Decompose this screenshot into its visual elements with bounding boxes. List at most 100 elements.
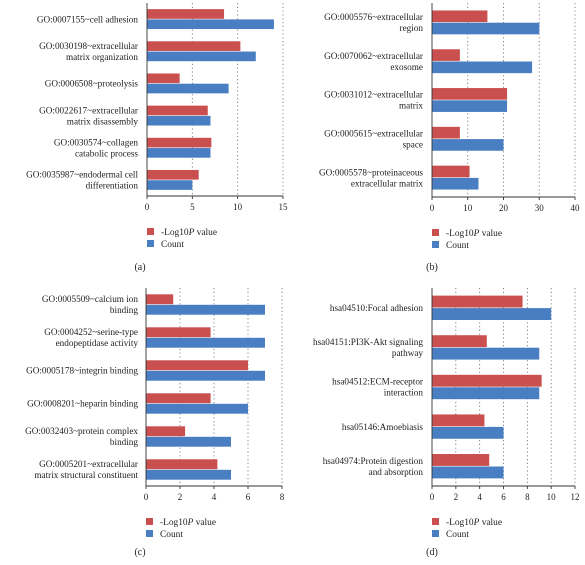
legend-label: Count [161, 240, 184, 250]
category-label: matrix organization [66, 52, 138, 62]
category-label: GO:0070062~extracellular [324, 51, 423, 61]
bar-count [432, 139, 504, 151]
category-label: hsa04151:PI3K-Akt signaling [313, 337, 423, 347]
bar-pvalue [146, 360, 248, 371]
panel-d: hsa04510:Focal adhesion hsa04151:PI3K-Akt… [313, 288, 580, 558]
bar-pvalue [432, 165, 470, 178]
category-label: matrix structural constituent [34, 470, 138, 480]
category-label: endopeptidase activity [56, 338, 139, 348]
x-tick-label: 2 [178, 492, 183, 502]
x-tick-label: 30 [535, 203, 545, 213]
legend-swatch [147, 228, 154, 235]
legend-label: Count [446, 241, 469, 251]
category-label: GO:0030198~extracellular [39, 41, 138, 51]
category-label: matrix [399, 101, 423, 111]
legend-label: Count [160, 530, 183, 540]
bar-count [432, 177, 479, 190]
category-label: extracellular matrix [351, 178, 424, 188]
category-label: GO:0030574~collagen [54, 137, 138, 147]
bar-pvalue [147, 105, 208, 116]
panel-a: GO:0007155~cell adhesion GO:0030198~extra… [26, 3, 288, 273]
x-tick-label: 20 [499, 203, 509, 213]
category-label: catabolic process [75, 148, 138, 158]
bar-count [432, 308, 552, 320]
category-label: hsa04974:Protein digestion [323, 456, 424, 466]
bar-pvalue [432, 295, 523, 308]
category-label: interaction [384, 388, 424, 398]
x-tick-label: 12 [571, 492, 580, 502]
x-tick-label: 0 [430, 492, 435, 502]
bar-count [147, 19, 274, 30]
x-tick-label: 10 [463, 203, 473, 213]
x-tick-label: 8 [280, 492, 285, 502]
bar-count [147, 51, 256, 62]
category-label: GO:0005576~extracellular [324, 12, 423, 22]
bar-pvalue [432, 374, 542, 387]
legend-swatch [432, 241, 439, 248]
bar-pvalue [432, 126, 460, 139]
panel-caption: (d) [426, 547, 438, 558]
bar-count [432, 347, 540, 360]
legend-swatch [432, 518, 439, 525]
x-tick-label: 5 [190, 202, 195, 212]
bar-pvalue [432, 88, 508, 100]
bar-count [146, 304, 265, 315]
x-tick-label: 40 [571, 203, 581, 213]
legend-label: -Log10P value [446, 229, 502, 239]
bar-pvalue [432, 454, 490, 466]
bar-pvalue [147, 73, 180, 84]
bar-pvalue [147, 137, 212, 148]
x-tick-label: 4 [477, 492, 482, 502]
panel-caption: (c) [134, 547, 145, 558]
category-label: binding [110, 437, 138, 447]
bar-count [432, 100, 508, 112]
category-label: binding [110, 305, 138, 315]
legend-label: -Log10P value [160, 518, 216, 528]
category-label: GO:0007155~cell adhesion [37, 14, 139, 24]
category-label: GO:0035987~endodermal cell [26, 170, 138, 180]
x-tick-label: 10 [233, 202, 243, 212]
category-label: hsa04510:Focal adhesion [330, 303, 424, 313]
x-tick-label: 8 [525, 492, 530, 502]
bar-count [147, 180, 193, 190]
category-label: GO:0022617~extracellular [39, 105, 138, 115]
bar-count [432, 22, 540, 35]
x-tick-label: 4 [212, 492, 217, 502]
category-label: and absorption [369, 467, 424, 477]
category-label: differentiation [86, 181, 139, 191]
bar-count [147, 115, 211, 126]
x-tick-label: 0 [144, 492, 149, 502]
legend-label: -Log10P value [446, 518, 502, 528]
bar-pvalue [432, 414, 485, 427]
category-label: region [400, 23, 424, 33]
category-label: GO:0031012~extracellular [324, 90, 423, 100]
bar-count [147, 83, 229, 94]
panel-caption: (b) [426, 262, 438, 273]
x-tick-label: 10 [547, 492, 557, 502]
legend-swatch [147, 240, 154, 247]
bar-pvalue [146, 393, 211, 404]
legend-swatch [432, 229, 439, 236]
legend-label: Count [446, 530, 469, 540]
x-tick-label: 6 [246, 492, 251, 502]
x-tick-label: 6 [501, 492, 506, 502]
category-label: GO:0004252~serine-type [44, 327, 138, 337]
category-label: pathway [392, 348, 424, 358]
bar-pvalue [146, 294, 174, 305]
bar-count [146, 403, 248, 414]
bar-pvalue [146, 459, 218, 470]
category-label: GO:0005578~proteinaceous [319, 167, 423, 177]
bar-pvalue [432, 49, 460, 61]
bar-pvalue [146, 327, 211, 338]
bar-count [146, 337, 265, 348]
bar-count [146, 436, 231, 447]
legend-label: -Log10P value [161, 228, 217, 238]
x-tick-label: 0 [430, 203, 435, 213]
bar-pvalue [146, 426, 186, 437]
category-label: matrix disassembly [67, 116, 139, 126]
legend-swatch [432, 530, 439, 537]
bar-pvalue [432, 10, 488, 23]
bar-count [147, 148, 211, 158]
